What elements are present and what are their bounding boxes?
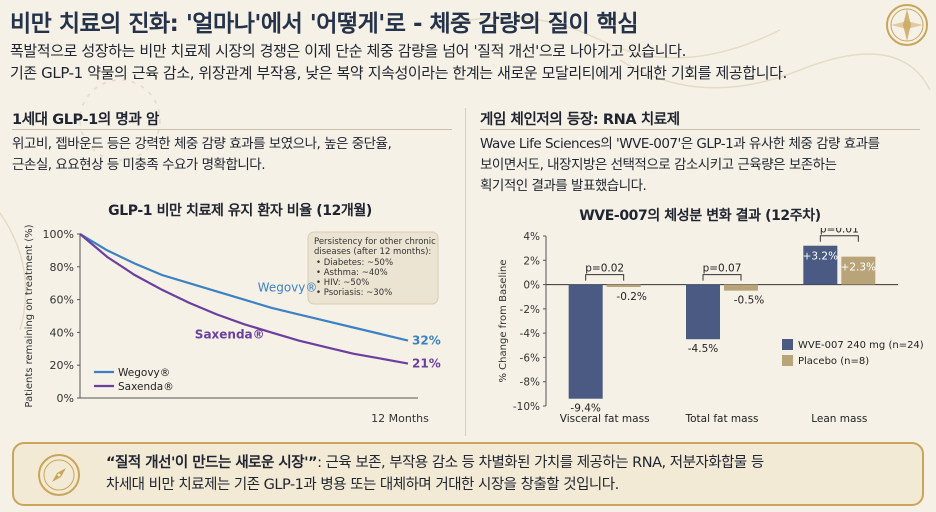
series-inline-label-wegovy: Wegovy®	[258, 281, 318, 295]
legend-label: Saxenda®	[118, 381, 174, 393]
callout-text: “질적 개선'이 만드는 새로운 시장'”: 근육 보존, 부작용 감소 등 차…	[106, 452, 916, 496]
right-section-body: Wave Life Sciences의 'WVE-007'은 GLP-1과 유사…	[480, 134, 925, 197]
bar-chart-y-tick: 0%	[523, 280, 540, 292]
bar-value-label: -4.5%	[688, 343, 718, 355]
bar-chart-y-tick: -2%	[520, 304, 540, 316]
annotation-item: • Asthma: ~40%	[316, 268, 388, 278]
compass-icon	[38, 454, 80, 496]
pvalue-label: p=0.07	[703, 263, 742, 275]
bar-value-label: +2.3%	[841, 262, 876, 274]
legend-swatch	[782, 339, 793, 350]
bar-placebo	[724, 284, 758, 291]
callout-rest: : 근육 보존, 부작용 감소 등 차별화된 가치를 제공하는 RNA, 저분자…	[317, 455, 764, 471]
pvalue-bracket	[702, 274, 742, 281]
intro-line-1: 폭발적으로 성장하는 비만 치료제 시장의 경쟁은 이제 단순 체중 감량을 넘…	[10, 42, 686, 60]
right-section-rule	[480, 129, 920, 130]
right-section-heading: 게임 체인저의 등장: RNA 치료제	[480, 112, 680, 128]
series-line-wegovy	[79, 233, 409, 342]
right-body-line-2: 보이면서도, 내장지방은 선택적으로 감소시키고 근육량은 보존하는	[480, 157, 837, 173]
annotation-title-line-1: Persistency for other chronic	[314, 237, 436, 247]
bar-chart-y-tick: -10%	[513, 401, 540, 413]
annotation-background	[307, 231, 439, 305]
intro-text: 폭발적으로 성장하는 비만 치료제 시장의 경쟁은 이제 단순 체중 감량을 넘…	[10, 40, 910, 84]
legend-label: Placebo (n=8)	[798, 356, 869, 367]
legend-label: Wegovy®	[118, 367, 170, 379]
annotation-item: • HIV: ~50%	[316, 278, 369, 288]
line-chart-y-tick: 0%	[57, 392, 74, 405]
line-chart-y-tick: 80%	[50, 261, 74, 274]
pvalue-bracket	[585, 274, 625, 281]
bar-value-label: +3.2%	[803, 251, 838, 263]
series-line-saxenda	[79, 233, 409, 365]
annotation-item: • Diabetes: ~50%	[316, 258, 393, 268]
bar-wve007	[686, 284, 720, 340]
bar-wve007	[568, 284, 603, 399]
bar-category-label: Visceral fat mass	[560, 413, 650, 425]
line-chart-title: GLP-1 비만 치료제 유지 환자 비율 (12개월)	[108, 203, 372, 219]
legend-swatch	[782, 355, 793, 366]
left-body-line-2: 근손실, 요요현상 등 미충족 수요가 명확합니다.	[12, 157, 266, 173]
callout-line-2: 차세대 비만 치료제는 기존 GLP-1과 병용 또는 대체하며 거대한 시장을…	[106, 477, 619, 493]
pvalue-label: p=0.02	[585, 263, 624, 275]
line-chart-y-tick: 100%	[43, 228, 74, 241]
section-divider	[465, 108, 466, 436]
pvalue-bracket	[819, 235, 859, 242]
pvalue-label: p=0.01	[820, 228, 859, 236]
bar-placebo	[841, 256, 876, 285]
right-body-line-1: Wave Life Sciences의 'WVE-007'은 GLP-1과 유사…	[480, 136, 880, 152]
left-body-line-1: 위고비, 젭바운드 등은 강력한 체중 감량 효과를 보였으나, 높은 중단율,	[12, 136, 392, 152]
bar-value-label: -9.4%	[570, 403, 600, 415]
series-end-label: 32%	[412, 334, 441, 348]
left-section-heading: 1세대 GLP-1의 명과 암	[12, 112, 159, 128]
line-chart-y-tick: 60%	[50, 294, 74, 307]
left-section-rule	[12, 129, 452, 130]
line-chart-y-label: Patients remaining on treatment (%)	[24, 224, 35, 407]
bar-placebo	[606, 284, 641, 287]
retention-line-chart: 0% 20% 40% 60% 80% 100% Patients remaining on …	[24, 224, 441, 425]
line-chart-y-tick: 40%	[50, 326, 74, 339]
intro-line-2: 기존 GLP-1 약물의 근육 감소, 위장관계 부작용, 낮은 복약 지속성이…	[10, 64, 787, 82]
page-title: 비만 치료의 진화: '얼마나'에서 '어떻게'로 - 체중 감량의 질이 핵심	[10, 11, 638, 37]
annotation-item: • Psoriasis: ~30%	[316, 288, 392, 298]
bar-chart-title: WVE-007의 체성분 변화 결과 (12주차)	[579, 208, 821, 224]
series-inline-label-saxenda: Saxenda®	[195, 327, 265, 341]
annotation-title-line-2: diseases (after 12 months):	[314, 247, 431, 257]
bar-category-label: Total fat mass	[684, 413, 758, 425]
body-composition-bar-chart: 4% 2% 0% -2% -4% -6% -8% -10% % Change from Base…	[498, 228, 924, 425]
bar-chart-y-label: % Change from Baseline	[498, 260, 509, 383]
bar-chart-y-tick: -6%	[520, 352, 540, 364]
bar-value-label: -0.5%	[734, 295, 764, 307]
line-chart-x-label: 12 Months	[371, 412, 429, 425]
left-section-body: 위고비, 젭바운드 등은 강력한 체중 감량 효과를 보였으나, 높은 중단율,…	[12, 134, 462, 176]
bar-value-label: -0.2%	[616, 291, 646, 303]
bar-chart-y-tick: -4%	[520, 328, 540, 340]
bar-wve007	[803, 245, 838, 285]
callout-strong: “질적 개선'이 만드는 새로운 시장'”	[106, 455, 318, 471]
right-body-line-3: 획기적인 결과를 발표했습니다.	[480, 178, 647, 194]
compass-icon	[886, 4, 928, 46]
bar-chart-y-tick: 2%	[523, 255, 540, 267]
line-chart-y-tick: 20%	[50, 359, 74, 372]
series-end-label: 21%	[412, 357, 441, 371]
bar-category-label: Lean mass	[811, 413, 867, 425]
bottom-callout: “질적 개선'이 만드는 새로운 시장'”: 근육 보존, 부작용 감소 등 차…	[12, 442, 924, 506]
bar-chart-y-tick: -8%	[520, 377, 540, 389]
bar-chart-y-tick: 4%	[523, 231, 540, 243]
legend-label: WVE-007 240 mg (n=24)	[798, 340, 924, 351]
